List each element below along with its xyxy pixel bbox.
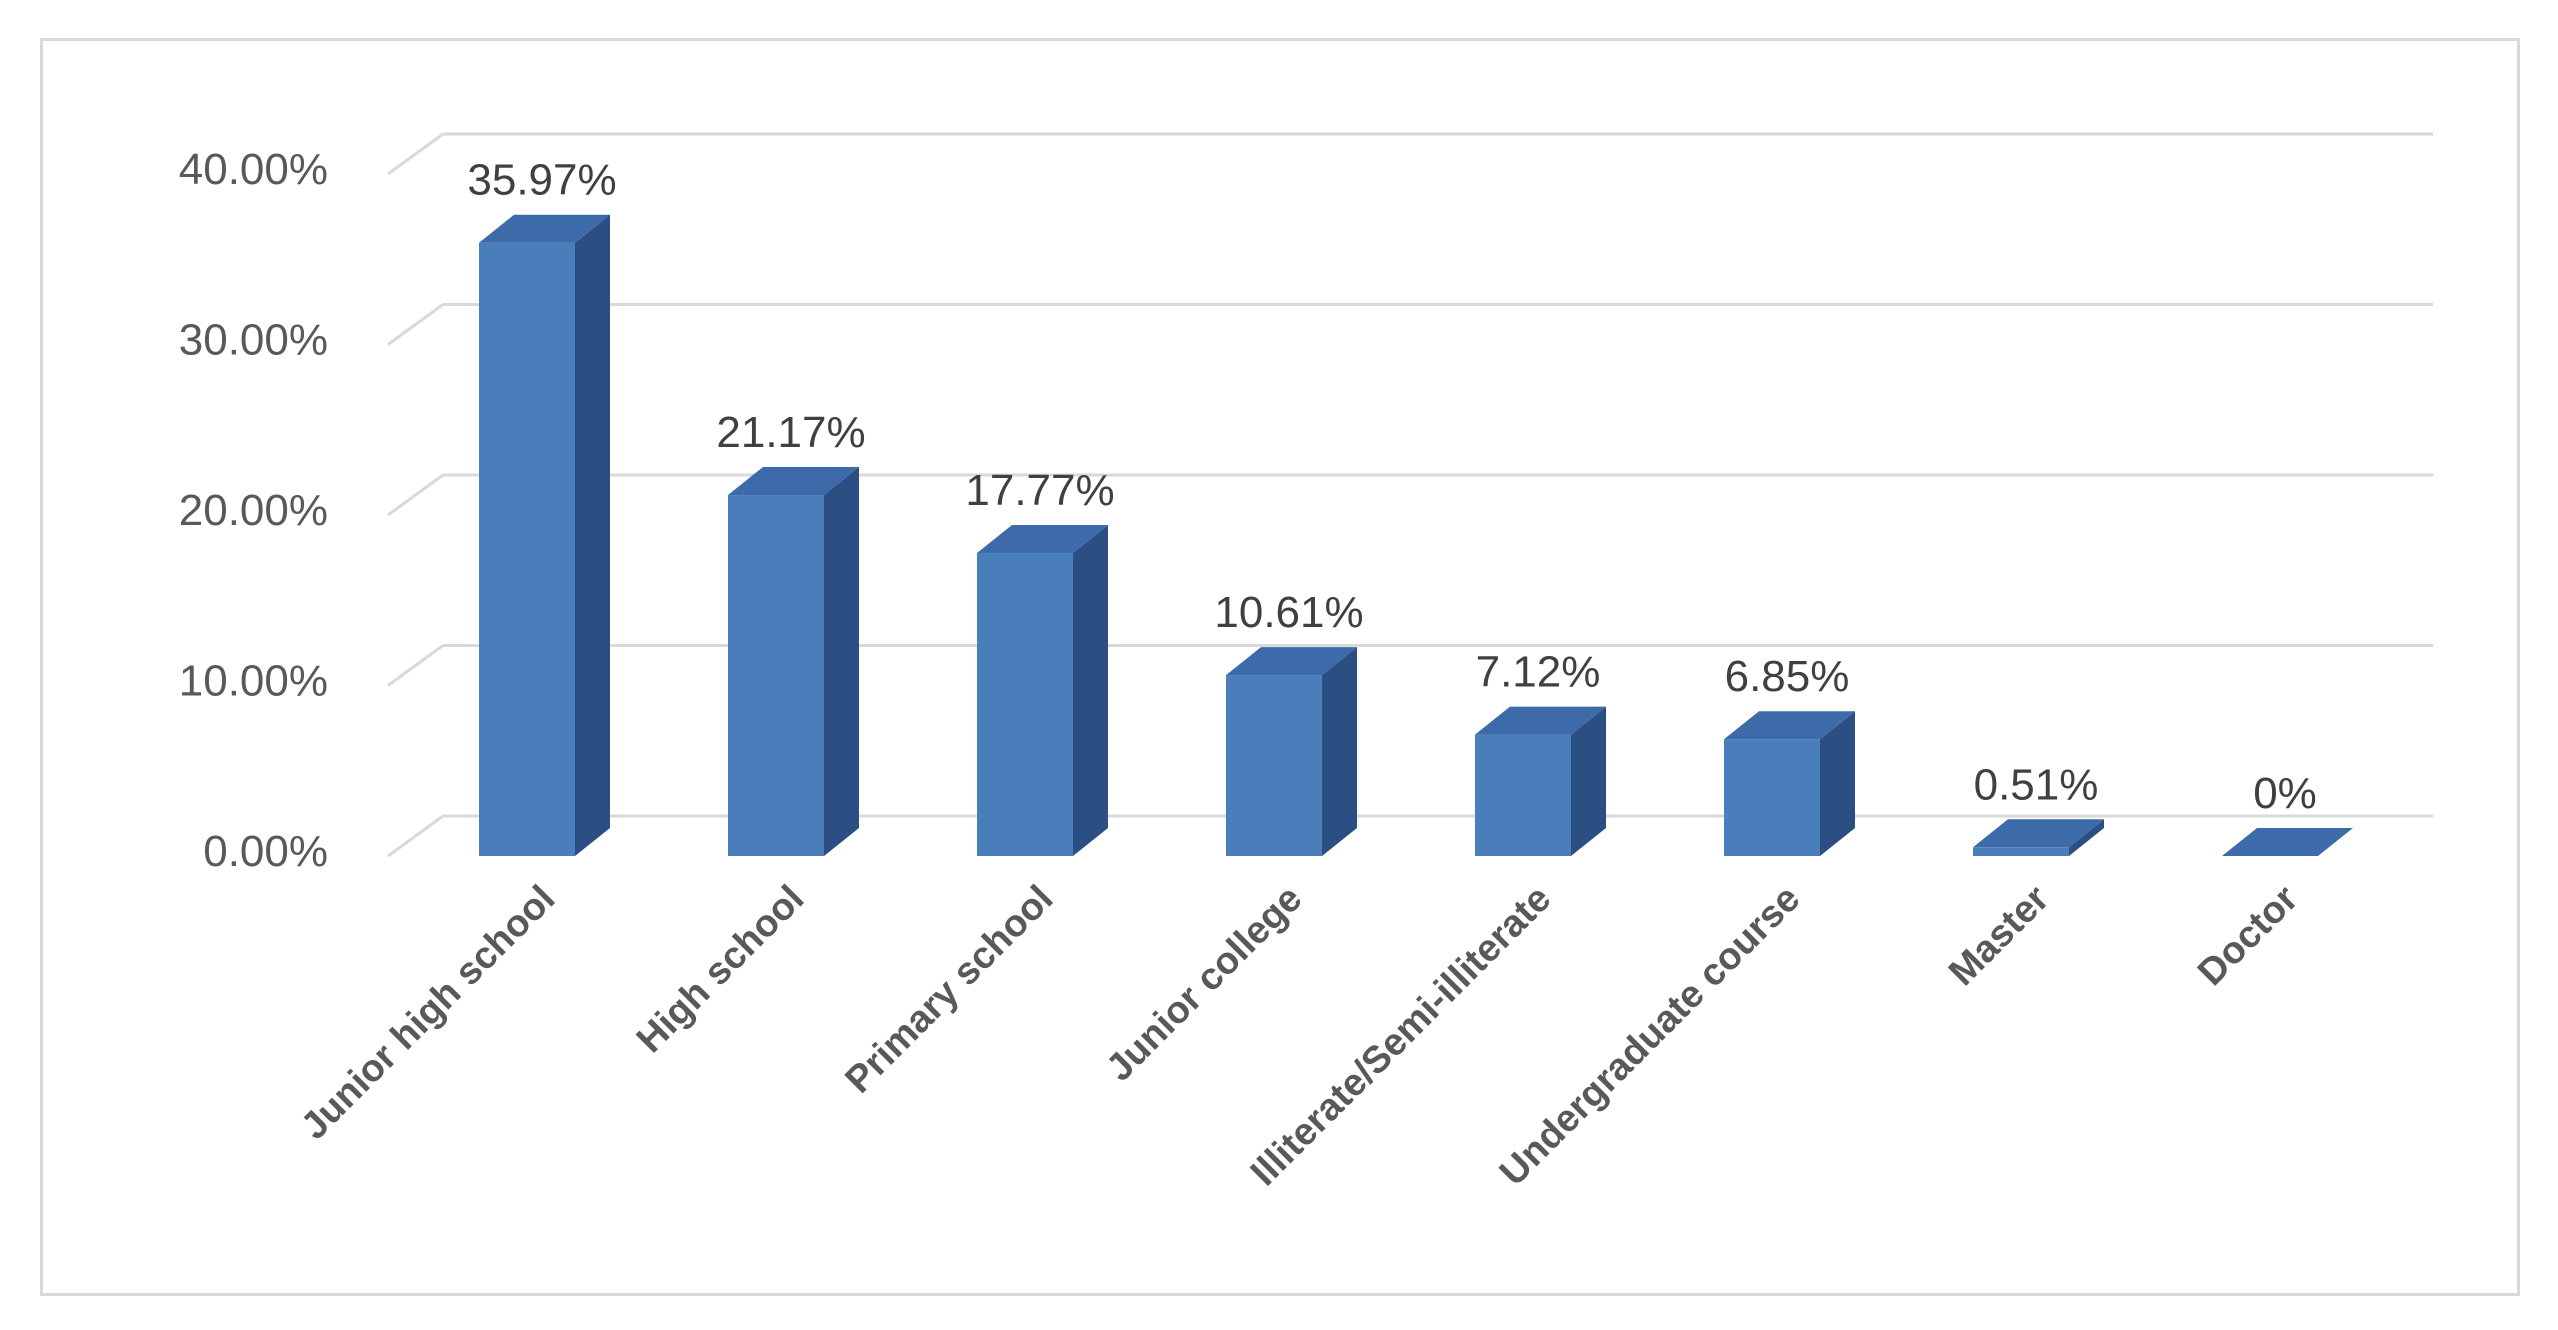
category-label: High school bbox=[629, 878, 812, 1061]
data-label: 7.12% bbox=[1476, 648, 1601, 697]
data-label: 35.97% bbox=[467, 156, 616, 205]
bar-chart: 0.00% 10.00% 20.00% 30.00% 40.00% 35.97% 21.1… bbox=[179, 132, 2433, 1195]
data-label: 10.61% bbox=[1214, 588, 1363, 637]
bar bbox=[479, 214, 610, 857]
category-label: Junior high school bbox=[293, 878, 563, 1148]
bar-side bbox=[1820, 711, 1855, 856]
bar-front bbox=[1724, 739, 1820, 856]
y-tick-label: 20.00% bbox=[179, 486, 328, 535]
bar-top bbox=[1973, 819, 2104, 848]
bar-side bbox=[2069, 819, 2104, 856]
bars bbox=[479, 214, 2353, 857]
gridlines bbox=[387, 132, 2433, 858]
bar-side bbox=[575, 214, 610, 857]
bar bbox=[1724, 711, 1855, 856]
gridline-floor bbox=[387, 644, 444, 687]
category-label: Junior college bbox=[1098, 878, 1310, 1090]
bar-top bbox=[2222, 828, 2353, 856]
bar-front bbox=[728, 495, 824, 856]
bar-front bbox=[1973, 847, 2069, 856]
bar-side bbox=[1571, 706, 1606, 856]
bar-front bbox=[977, 553, 1073, 856]
data-label: 0% bbox=[2253, 769, 2317, 818]
bar-front bbox=[479, 242, 575, 857]
bar-side bbox=[1322, 647, 1357, 856]
data-label: 6.85% bbox=[1725, 652, 1850, 701]
y-tick-label: 10.00% bbox=[179, 657, 328, 706]
bar bbox=[728, 467, 859, 856]
gridline-floor bbox=[387, 132, 444, 176]
bar-top bbox=[1475, 706, 1606, 735]
gridline-floor bbox=[387, 814, 444, 858]
bar-top bbox=[1724, 711, 1855, 740]
y-axis-tick-labels: 0.00% 10.00% 20.00% 30.00% 40.00% bbox=[179, 145, 328, 876]
bar bbox=[977, 525, 1108, 856]
bar bbox=[1973, 819, 2104, 856]
gridline-floor bbox=[387, 303, 444, 346]
bar-side bbox=[1073, 525, 1108, 856]
data-label: 0.51% bbox=[1974, 760, 2099, 809]
category-label: Primary school bbox=[838, 878, 1062, 1102]
y-tick-label: 0.00% bbox=[203, 827, 328, 876]
gridline-floor bbox=[387, 473, 444, 517]
bar-side bbox=[824, 467, 859, 856]
bar-top bbox=[977, 525, 1108, 554]
category-label: Master bbox=[1941, 878, 2057, 994]
bar-front bbox=[1475, 734, 1571, 856]
y-tick-label: 40.00% bbox=[179, 145, 328, 194]
bar-top bbox=[1226, 647, 1357, 676]
bar bbox=[2222, 828, 2353, 856]
bar-top bbox=[479, 214, 610, 243]
bar bbox=[1226, 647, 1357, 856]
bar-top bbox=[728, 467, 859, 496]
data-labels: 35.97% 21.17% 17.77% 10.61% 7.12% 6.85% 0.51% 0… bbox=[467, 156, 2316, 818]
data-label: 21.17% bbox=[716, 408, 865, 457]
bar-front bbox=[1226, 675, 1322, 856]
y-tick-label: 30.00% bbox=[179, 316, 328, 365]
bar bbox=[1475, 706, 1606, 856]
category-label: Doctor bbox=[2190, 878, 2306, 994]
category-labels: Junior high school High school Primary sch… bbox=[293, 878, 2306, 1195]
chart-frame: 0.00% 10.00% 20.00% 30.00% 40.00% 35.97% 21.1… bbox=[40, 38, 2520, 1296]
data-label: 17.77% bbox=[965, 466, 1114, 515]
